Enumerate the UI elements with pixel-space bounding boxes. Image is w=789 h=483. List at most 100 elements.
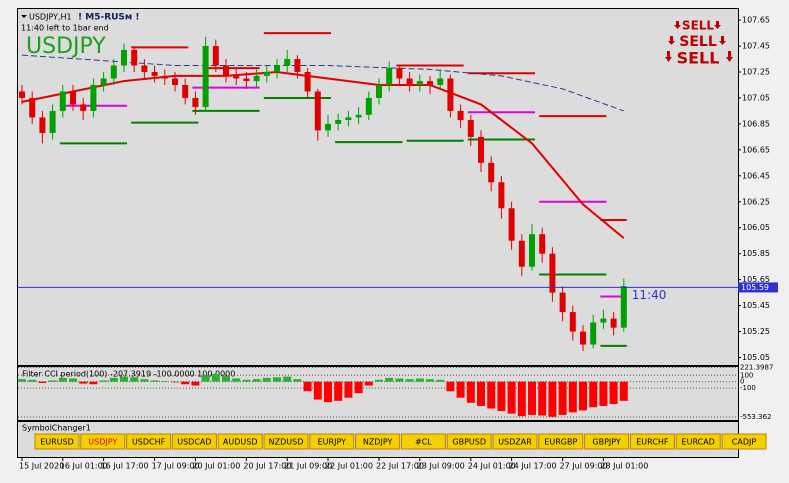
- candle-body: [304, 71, 311, 92]
- candle-body: [100, 78, 107, 85]
- symbol-button[interactable]: [263, 433, 309, 450]
- y-tick-label: 221.3987: [740, 364, 773, 372]
- x-tick-label: 15 Jul 2020: [19, 462, 64, 471]
- cci-bar: [466, 381, 475, 403]
- symbol-button[interactable]: [675, 433, 721, 450]
- cci-bar: [405, 379, 414, 382]
- cci-bar: [619, 381, 628, 401]
- candle-body: [559, 292, 566, 313]
- cci-bar: [201, 375, 210, 382]
- y-tick-label: 105.65: [742, 275, 770, 284]
- symbol-button-label[interactable]: AUDUSD: [223, 438, 258, 447]
- symbol-button[interactable]: [309, 433, 355, 450]
- symbol-button[interactable]: [538, 433, 584, 450]
- candle-body: [355, 114, 362, 118]
- cci-bar: [497, 381, 506, 412]
- candle-body: [294, 59, 301, 72]
- cci-bar: [517, 381, 526, 417]
- candle-body: [325, 123, 331, 131]
- candle-body: [80, 104, 87, 111]
- symbol-button[interactable]: [629, 433, 675, 450]
- symbol-button-label[interactable]: GBPJPY: [592, 438, 621, 447]
- candle-body: [141, 65, 148, 72]
- cci-bar: [69, 378, 77, 382]
- symbol-button-label[interactable]: EURGBP: [544, 438, 577, 447]
- candle-body: [182, 84, 189, 98]
- symbol-button[interactable]: [355, 433, 401, 450]
- x-tick-label: 16 Jul 17:00: [101, 462, 149, 471]
- candle-body: [427, 81, 433, 85]
- x-tick-label: 20 Jul 01:00: [192, 462, 240, 471]
- candle-body: [223, 65, 229, 76]
- cci-bar: [130, 377, 139, 382]
- symbol-button-label[interactable]: USDCAD: [177, 438, 211, 447]
- cci-bar: [599, 381, 608, 406]
- countdown: 11:40: [632, 288, 667, 302]
- y-tick-label: -553.362: [740, 413, 771, 421]
- symbol-button[interactable]: [217, 433, 263, 450]
- candle-body: [376, 84, 382, 98]
- candle-body: [121, 49, 127, 66]
- sell-signal: SELL: [677, 49, 720, 68]
- cci-bar: [344, 381, 353, 398]
- symbol-button-label[interactable]: GBPUSD: [452, 438, 486, 447]
- candle-body: [172, 78, 178, 85]
- symbol-button[interactable]: [584, 433, 630, 450]
- symbol-button[interactable]: [34, 433, 80, 450]
- symbol-button-label[interactable]: CADJP: [732, 438, 757, 447]
- symbol-button[interactable]: [80, 433, 126, 450]
- candle-body: [580, 331, 586, 345]
- symbol-button[interactable]: [171, 433, 217, 450]
- cci-bar: [140, 379, 149, 382]
- x-tick-label: 21 Jul 09:00: [284, 462, 332, 471]
- symbol-button-label[interactable]: NZDUSD: [269, 438, 304, 447]
- candle-body: [529, 234, 535, 267]
- candle-body: [365, 97, 372, 115]
- cci-bar: [150, 380, 159, 382]
- candle-body: [467, 120, 474, 137]
- candle-body: [59, 91, 66, 111]
- y-tick-label: 107.65: [742, 16, 770, 25]
- candle-body: [151, 71, 158, 76]
- symbol-button-label[interactable]: USDZAR: [498, 438, 532, 447]
- x-tick-label: 28 Jul 01:00: [600, 462, 648, 471]
- candle-body: [90, 84, 97, 111]
- cci-bar: [99, 380, 108, 382]
- cci-bar: [38, 381, 47, 383]
- cci-bar: [579, 381, 587, 411]
- symbol-button[interactable]: [126, 433, 172, 450]
- symbol-button-label[interactable]: NZDJPY: [363, 438, 393, 447]
- moving-average: [21, 54, 624, 112]
- symbol-button-label[interactable]: EURUSD: [40, 438, 74, 447]
- candle-body: [243, 78, 250, 82]
- y-tick-label: 106.25: [742, 197, 770, 206]
- symbol-changer-title: SymbolChanger1: [22, 424, 91, 433]
- symbol-button[interactable]: [446, 433, 492, 450]
- symbol-button-label[interactable]: #CL: [415, 438, 432, 447]
- symbol-button-label[interactable]: EURCHF: [636, 438, 669, 447]
- symbol-timeframe: USDJPY,H1: [29, 13, 72, 22]
- symbol-button-label[interactable]: USDCHF: [132, 438, 166, 447]
- candle-body: [110, 65, 117, 79]
- symbol-button[interactable]: [400, 433, 446, 450]
- candle-body: [192, 97, 199, 108]
- sell-arrows: [665, 21, 733, 62]
- candle-body: [478, 136, 484, 163]
- symbol-button-label[interactable]: EURCAD: [682, 438, 715, 447]
- cci-bar: [58, 377, 67, 382]
- cci-bar: [589, 381, 598, 408]
- symbol-button-label[interactable]: USDJPY: [88, 438, 117, 447]
- x-tick-label: 24 Jul 01:00: [468, 462, 516, 471]
- symbol-button[interactable]: [721, 433, 767, 450]
- y-tick-label: 107.25: [742, 67, 770, 76]
- y-tick-label: 105.05: [742, 353, 770, 362]
- candle-body: [274, 65, 280, 72]
- symbol-button-label[interactable]: EURJPY: [318, 438, 346, 447]
- cci-bar: [477, 381, 485, 406]
- symbol-button[interactable]: [492, 433, 538, 450]
- candle-body: [386, 68, 393, 85]
- cci-bar: [18, 379, 26, 382]
- cci-bar: [364, 381, 373, 386]
- cci-bar: [232, 378, 241, 382]
- y-tick-label: 106.05: [742, 223, 770, 232]
